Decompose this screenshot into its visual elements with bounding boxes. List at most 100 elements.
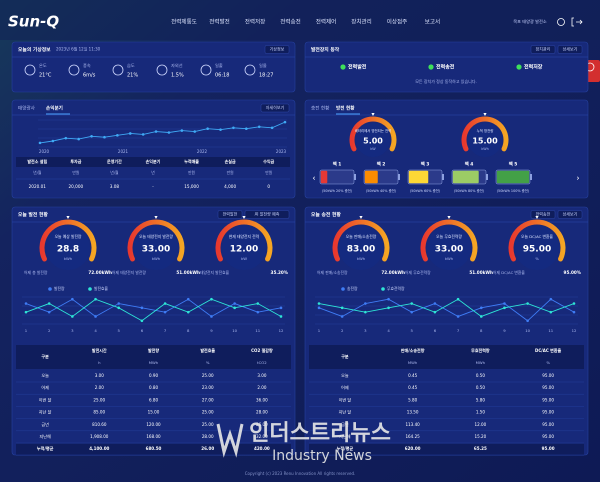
x-tick-label: 2022	[197, 149, 208, 154]
button-label[interactable]: 전력발전	[223, 211, 238, 217]
series-point	[340, 306, 344, 310]
table-unit: 만원	[227, 170, 234, 175]
gauge-arc	[508, 219, 566, 262]
series-point	[210, 297, 213, 301]
x-tick-label: 8	[187, 328, 190, 333]
profit-point	[154, 130, 158, 133]
button-label[interactable]: 전력송전	[536, 211, 551, 217]
gauge-arc	[127, 219, 185, 262]
profit-line	[39, 121, 286, 144]
gauge-label: 오늘 무효전력량	[436, 234, 462, 239]
table-cell: 23.00	[202, 385, 214, 390]
weather-value: 06:18	[215, 73, 229, 79]
button[interactable]	[260, 103, 290, 113]
battery-fill	[496, 170, 530, 184]
series-point	[94, 297, 97, 301]
sub-label: 어제 태양전지 발전량	[112, 270, 146, 275]
button[interactable]	[557, 45, 583, 54]
nav-item[interactable]: 전력저장	[245, 18, 266, 26]
gauge-arc	[332, 219, 390, 262]
table-cell: 0.45	[408, 373, 418, 378]
gauge-pointer	[66, 216, 70, 219]
series-point	[479, 315, 483, 318]
series-point	[117, 306, 121, 310]
table-header: 구분	[41, 353, 49, 359]
table-total-bg	[16, 443, 291, 455]
gauge-unit: %	[535, 256, 539, 261]
table-unit: h	[98, 360, 101, 365]
table-cell: 5.80	[476, 397, 486, 402]
site-name: 목포 태양광 발전소	[513, 18, 547, 25]
weather-value: 21°C	[39, 73, 52, 79]
tab-active[interactable]: 방전 현황	[336, 105, 355, 112]
table-header: 발전소 설립	[27, 158, 47, 164]
button-label[interactable]: 자세히보기	[266, 104, 285, 110]
weather-icon	[68, 64, 80, 76]
gauge-value: 5.00	[363, 137, 383, 146]
button[interactable]	[244, 210, 290, 219]
button-label[interactable]: 기상정보	[270, 46, 285, 52]
gauge-inner	[339, 226, 383, 270]
series-point	[456, 297, 460, 301]
table-cell: 20,000	[69, 184, 84, 189]
x-tick-label: 6	[434, 328, 437, 333]
nav-item[interactable]: 장치관리	[351, 18, 372, 26]
legend-swatch	[381, 287, 385, 291]
table-cell: 지난 달	[39, 409, 52, 415]
gauge-pointer	[154, 216, 158, 219]
legend-label: 발전량	[54, 286, 65, 291]
profit-point	[219, 128, 222, 131]
nav-item[interactable]: 전력송전	[280, 18, 301, 26]
table-cell: 95.00	[542, 422, 554, 427]
table-cell: 32.00	[256, 434, 268, 439]
series-point	[24, 302, 28, 305]
table-cell: 2020.01	[29, 184, 47, 189]
gauge-value: 15.00	[472, 137, 498, 146]
button[interactable]	[530, 45, 556, 54]
table-cell: 4,100.00	[89, 446, 109, 451]
logout-icon[interactable]	[571, 17, 583, 27]
arrow-left[interactable]: ‹	[312, 174, 315, 183]
button-label[interactable]: 상세보기	[563, 46, 578, 52]
series-point	[503, 306, 506, 310]
table-cell: 36.00	[256, 397, 268, 402]
table-cell: 13.50	[407, 410, 419, 415]
status-dot	[428, 64, 434, 70]
nav-item[interactable]: 전력제어	[316, 18, 337, 26]
button[interactable]	[557, 210, 583, 219]
table-header-bg	[16, 345, 291, 369]
button-label[interactable]: AI 발전량 예측	[255, 211, 280, 217]
table-header: 판매/소송전량	[401, 347, 425, 353]
table-header: 무효전력량	[471, 347, 490, 353]
nav-item[interactable]: 전력발전	[209, 18, 230, 26]
table-unit: %	[206, 360, 210, 365]
button[interactable]	[217, 210, 243, 219]
tab[interactable]: 충전 현황	[311, 105, 330, 112]
table-header: 손실금	[225, 158, 236, 164]
settings-icon[interactable]	[557, 18, 565, 26]
tab[interactable]: 태양광사	[18, 105, 36, 112]
nav-item[interactable]: 이상점주	[387, 18, 408, 26]
weather-label: 온도	[39, 63, 47, 68]
nav-item[interactable]: 보고서	[425, 18, 440, 26]
button-label[interactable]: 장치관리	[536, 46, 551, 52]
arrow-right[interactable]: ›	[576, 174, 579, 183]
button-label[interactable]: 상세보기	[563, 211, 578, 217]
pack-caption: (50kWh 80% 충전)	[454, 188, 485, 193]
tab-active[interactable]: 손익분기	[46, 105, 63, 112]
sub-value: 72.00kWh	[88, 270, 112, 275]
series-point	[410, 310, 414, 314]
series-point	[549, 310, 553, 314]
gauge-arc	[215, 219, 273, 262]
series-point	[256, 310, 260, 314]
series-point	[549, 297, 553, 301]
table-header: 누적매출	[184, 158, 199, 164]
gauge-unit: kWh	[445, 256, 454, 261]
gauge-inner	[46, 226, 90, 270]
table-cell: 3.00	[95, 373, 105, 378]
panel-title: 오늘의 기상정보	[18, 46, 51, 53]
button[interactable]	[264, 45, 290, 54]
nav-item[interactable]: 전력제통도	[171, 18, 197, 26]
weather-value: 21%	[127, 73, 138, 79]
table-cell: 25.00	[202, 422, 214, 427]
